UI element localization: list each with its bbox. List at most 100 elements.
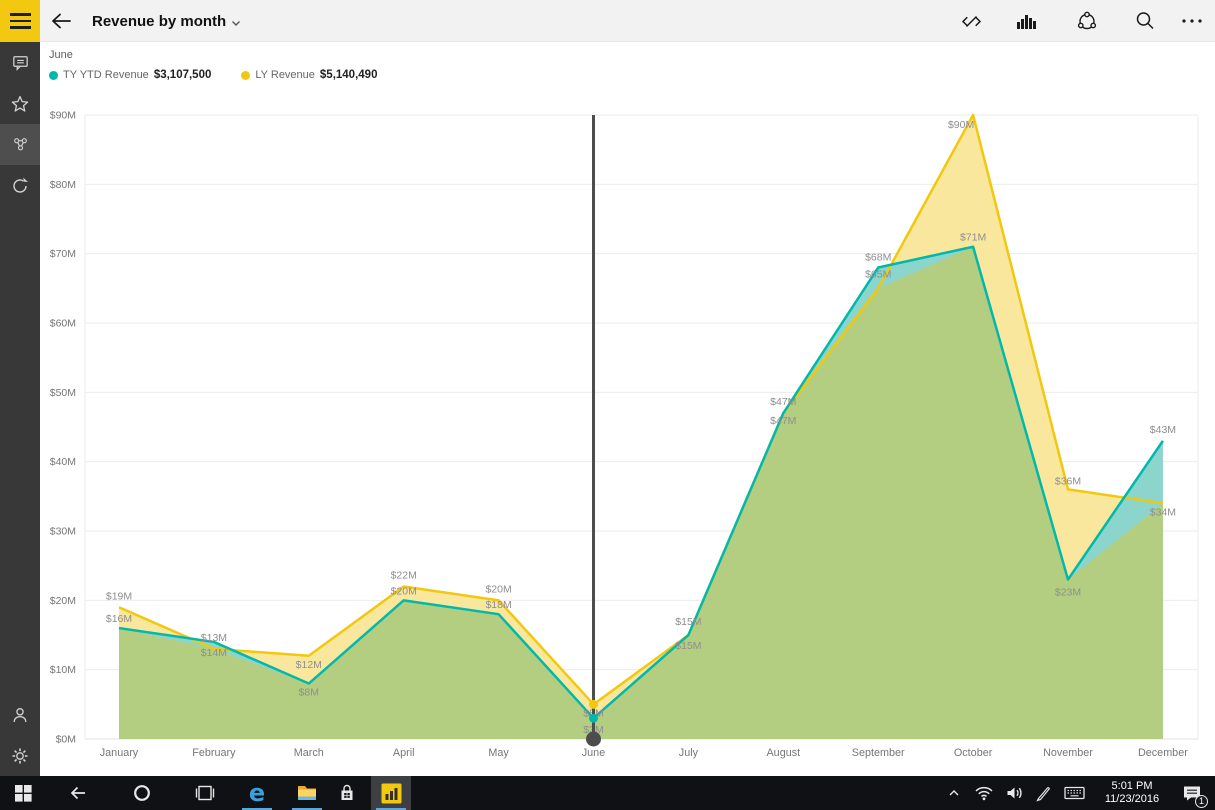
file-explorer-icon — [298, 786, 316, 800]
task-view-button[interactable] — [183, 776, 227, 810]
cortana-icon — [134, 785, 150, 801]
data-label-ty: $43M — [1150, 424, 1176, 436]
volume-icon — [1007, 787, 1022, 799]
data-label-ly: $15M — [675, 640, 701, 652]
y-axis-tick-label: $40M — [50, 456, 76, 468]
x-axis-month-label[interactable]: January — [100, 747, 139, 759]
page-title: Revenue by month — [92, 12, 227, 30]
system-tray: 5:01 PM 11/23/2016 1 — [939, 776, 1209, 810]
network-button[interactable] — [969, 776, 999, 810]
x-axis-month-label[interactable]: September — [852, 747, 905, 759]
selection-handle[interactable] — [586, 731, 601, 747]
sidebar-item-annotations[interactable] — [0, 42, 40, 83]
search-button[interactable] — [1123, 0, 1167, 42]
revenue-area-chart[interactable]: $0M $10M $20M $30M $40M $50M $60M $70M $80M $90M $… — [40, 42, 1215, 776]
start-button[interactable] — [0, 776, 46, 810]
power-bi-app-button[interactable] — [371, 776, 411, 810]
legend-value: $5,140,490 — [319, 69, 378, 81]
x-axis-month-label[interactable]: December — [1138, 747, 1188, 759]
sidebar-item-settings[interactable] — [0, 735, 40, 776]
data-label-ty: $20M — [391, 585, 417, 597]
report-title-dropdown[interactable]: Revenue by month — [92, 0, 241, 42]
volume-button[interactable] — [999, 776, 1029, 810]
back-arrow-icon — [52, 13, 71, 29]
data-label-ly: $20M — [485, 583, 511, 595]
refresh-icon — [13, 177, 28, 193]
data-label-ty: $68M — [865, 252, 891, 264]
taskbar-back-button[interactable] — [56, 776, 100, 810]
legend-item-ly-revenue[interactable]: LY Revenue $5,140,490 — [241, 69, 377, 81]
related-content-icon — [13, 138, 27, 151]
y-axis-tick-label: $0M — [56, 734, 76, 746]
resize-diagonal-icon — [961, 15, 981, 27]
y-axis-tick-label: $80M — [50, 179, 76, 191]
sidebar-item-favorites[interactable] — [0, 83, 40, 124]
clock-date: 11/23/2016 — [1104, 793, 1160, 805]
data-label-ly: $65M — [865, 268, 891, 280]
legend-color-dot — [241, 70, 251, 80]
y-axis-tick-label: $90M — [50, 110, 76, 122]
y-axis-tick-label: $60M — [50, 318, 76, 330]
running-app-indicator — [376, 808, 406, 810]
data-label-ly: $12M — [296, 659, 322, 671]
data-label-ly: $47M — [770, 415, 796, 427]
sidebar-item-refresh[interactable] — [0, 165, 40, 206]
x-axis-month-label[interactable]: April — [393, 747, 415, 759]
x-axis-month-label[interactable]: November — [1043, 747, 1093, 759]
windows-ink-button[interactable] — [1029, 776, 1059, 810]
cortana-button[interactable] — [120, 776, 164, 810]
keyboard-icon — [1063, 786, 1085, 800]
data-label-ty: $8M — [299, 687, 319, 699]
x-axis-month-label[interactable]: July — [679, 747, 699, 759]
visuals-button[interactable] — [1004, 0, 1048, 42]
sidebar-item-profile[interactable] — [0, 694, 40, 735]
y-axis-tick-label: $70M — [50, 248, 76, 260]
x-axis-month-label[interactable]: October — [954, 747, 993, 759]
data-label-ty: $23M — [1055, 587, 1081, 599]
data-label-ty: $16M — [106, 613, 132, 625]
data-label-ty: $18M — [485, 599, 511, 611]
data-label-ty: $71M — [960, 232, 986, 244]
edge-browser-button[interactable]: e — [237, 776, 277, 810]
overlap-area — [119, 246, 1163, 739]
expand-fullscreen-button[interactable] — [949, 0, 993, 42]
start-icon — [14, 784, 32, 802]
search-icon — [1136, 12, 1154, 30]
hamburger-menu-button[interactable] — [0, 0, 40, 42]
left-sidebar — [0, 42, 40, 776]
edge-icon: e — [248, 779, 266, 807]
x-axis-month-label[interactable]: February — [192, 747, 236, 759]
tray-chevron-icon — [949, 790, 959, 796]
sidebar-item-related-content[interactable] — [0, 124, 40, 165]
data-label-ly: $19M — [106, 590, 132, 602]
x-axis-month-label[interactable]: June — [582, 747, 605, 759]
touch-keyboard-button[interactable] — [1059, 776, 1089, 810]
legend-label: LY Revenue — [255, 69, 315, 81]
sidebar-spacer — [0, 206, 40, 694]
data-label-ly: $34M — [1150, 506, 1176, 518]
x-axis-month-label[interactable]: March — [294, 747, 324, 759]
annotate-share-button[interactable] — [1065, 0, 1109, 42]
windows-taskbar: e — [0, 776, 1215, 810]
x-axis-month-label[interactable]: May — [488, 747, 509, 759]
legend-item-ty-ytd-revenue[interactable]: TY YTD Revenue $3,107,500 — [49, 69, 211, 81]
data-label-ly: $36M — [1055, 475, 1081, 487]
more-options-button[interactable] — [1170, 0, 1214, 42]
data-label-ty: $15M — [675, 616, 701, 628]
store-button[interactable] — [327, 776, 367, 810]
data-label-ly: $90M — [948, 119, 974, 131]
profile-person-icon — [13, 707, 27, 722]
pen-icon — [1036, 787, 1050, 802]
y-axis-tick-label: $10M — [50, 664, 76, 676]
tray-overflow-button[interactable] — [939, 776, 969, 810]
chart-legend: TY YTD Revenue $3,107,500 LY Revenue $5,… — [49, 69, 377, 81]
taskbar-clock[interactable]: 5:01 PM 11/23/2016 — [1093, 780, 1171, 806]
drill-context-label[interactable]: June — [49, 49, 73, 61]
action-center-button[interactable]: 1 — [1175, 776, 1209, 810]
bar-chart-icon — [1017, 15, 1036, 29]
data-label-ly: $22M — [391, 569, 417, 581]
back-button[interactable] — [48, 8, 74, 34]
y-axis-tick-label: $30M — [50, 526, 76, 538]
file-explorer-button[interactable] — [287, 776, 327, 810]
x-axis-month-label[interactable]: August — [766, 747, 800, 759]
